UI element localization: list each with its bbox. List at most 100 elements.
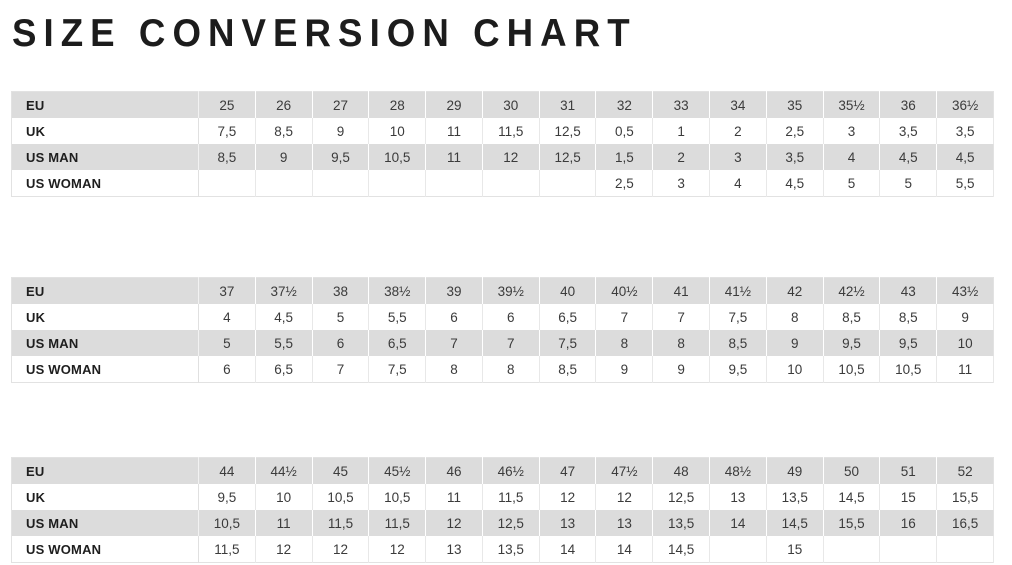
size-cell: 10 xyxy=(766,356,824,383)
size-cell: 4 xyxy=(198,304,256,330)
size-cell: 5,5 xyxy=(936,170,994,197)
size-cell: 30 xyxy=(482,91,540,118)
table-row: UK 7,5 8,5 9 10 11 11,5 12,5 0,5 1 2 2,5 3 3,5 3,5 xyxy=(11,118,994,144)
size-cell xyxy=(936,536,994,563)
size-cell: 11,5 xyxy=(198,536,256,563)
table-1: EU 25 26 27 28 29 30 31 32 33 34 35 35½ 36 36½ UK 7,5 8,5… xyxy=(11,91,994,197)
row-label-us-woman: US WOMAN xyxy=(11,356,199,383)
size-cell: 10 xyxy=(368,118,427,144)
size-cell: 12,5 xyxy=(652,484,711,510)
size-cell: 42 xyxy=(766,277,824,304)
size-cell xyxy=(709,536,767,563)
size-cell: 2,5 xyxy=(595,170,654,197)
size-cell: 42½ xyxy=(823,277,881,304)
size-cell: 10 xyxy=(255,484,313,510)
size-cell: 36 xyxy=(879,91,938,118)
size-cell: 1,5 xyxy=(595,144,654,170)
size-cell: 12 xyxy=(255,536,313,563)
size-cell: 48 xyxy=(652,457,711,484)
size-cell: 45½ xyxy=(368,457,427,484)
size-cell xyxy=(425,170,483,197)
table-row: EU 25 26 27 28 29 30 31 32 33 34 35 35½ 36 36½ xyxy=(11,91,994,118)
size-cell: 3,5 xyxy=(879,118,938,144)
size-cell: 12 xyxy=(425,510,483,536)
size-cell: 32 xyxy=(595,91,654,118)
table-row: US WOMAN 2,5 3 4 4,5 5 5 5,5 xyxy=(11,170,994,197)
size-cell: 45 xyxy=(312,457,370,484)
size-cell: 39 xyxy=(425,277,483,304)
row-label-us-man: US MAN xyxy=(11,330,199,356)
table-row: US MAN 8,5 9 9,5 10,5 11 12 12,5 1,5 2 3 3,5 4 4,5 4,5 xyxy=(11,144,994,170)
size-cell: 11 xyxy=(425,144,483,170)
size-cell: 51 xyxy=(879,457,938,484)
size-cell: 6,5 xyxy=(255,356,313,383)
tables-mount: EU 25 26 27 28 29 30 31 32 33 34 35 35½ 36 36½ UK 7,5 8,5… xyxy=(11,91,994,563)
table-2-grid: EU 37 37½ 38 38½ 39 39½ 40 40½ 41 41½ 42 42½ 43 43½ UK 4… xyxy=(11,277,994,383)
size-cell: 8 xyxy=(482,356,540,383)
size-cell: 9 xyxy=(312,118,370,144)
size-cell: 9 xyxy=(652,356,711,383)
size-cell: 2 xyxy=(709,118,767,144)
row-label-eu: EU xyxy=(11,457,199,484)
size-cell: 15,5 xyxy=(823,510,881,536)
size-cell: 4 xyxy=(709,170,767,197)
size-cell: 6 xyxy=(425,304,483,330)
size-cell: 7 xyxy=(652,304,711,330)
size-cell: 44 xyxy=(198,457,256,484)
size-cell: 5 xyxy=(198,330,256,356)
page-title: SIZE CONVERSION CHART xyxy=(12,12,637,55)
size-cell: 5,5 xyxy=(368,304,427,330)
table-row: US WOMAN 11,5 12 12 12 13 13,5 14 14 14,5 15 xyxy=(11,536,994,563)
size-cell: 16,5 xyxy=(936,510,994,536)
size-cell: 29 xyxy=(425,91,483,118)
table-2: EU 37 37½ 38 38½ 39 39½ 40 40½ 41 41½ 42 42½ 43 43½ UK 4… xyxy=(11,277,994,383)
size-cell: 7,5 xyxy=(368,356,427,383)
size-cell: 3,5 xyxy=(766,144,824,170)
size-cell: 15,5 xyxy=(936,484,994,510)
table-row: UK 4 4,5 5 5,5 6 6 6,5 7 7 7,5 8 8,5 8,5 9 xyxy=(11,304,994,330)
size-cell: 43½ xyxy=(936,277,994,304)
size-cell: 3 xyxy=(709,144,767,170)
size-cell: 33 xyxy=(652,91,711,118)
size-cell: 9,5 xyxy=(879,330,938,356)
row-label-uk: UK xyxy=(11,304,199,330)
size-cell: 14,5 xyxy=(766,510,824,536)
table-3-grid: EU 44 44½ 45 45½ 46 46½ 47 47½ 48 48½ 49 50 51 52 UK 9,5… xyxy=(11,457,994,563)
size-cell: 6 xyxy=(198,356,256,383)
size-cell: 6 xyxy=(482,304,540,330)
size-cell: 4,5 xyxy=(879,144,938,170)
size-cell: 38 xyxy=(312,277,370,304)
size-cell: 14 xyxy=(709,510,767,536)
size-cell: 12 xyxy=(595,484,654,510)
size-cell: 12 xyxy=(539,484,597,510)
table-1-grid: EU 25 26 27 28 29 30 31 32 33 34 35 35½ 36 36½ UK 7,5 8,5… xyxy=(11,91,994,197)
size-cell xyxy=(312,170,370,197)
size-cell: 9 xyxy=(595,356,654,383)
size-cell: 31 xyxy=(539,91,597,118)
size-cell: 4,5 xyxy=(936,144,994,170)
size-cell: 6 xyxy=(312,330,370,356)
size-cell: 7 xyxy=(312,356,370,383)
row-label-uk: UK xyxy=(11,484,199,510)
size-cell: 52 xyxy=(936,457,994,484)
size-cell: 10,5 xyxy=(198,510,256,536)
size-cell: 9,5 xyxy=(198,484,256,510)
size-cell: 36½ xyxy=(936,91,994,118)
size-cell: 25 xyxy=(198,91,256,118)
size-cell xyxy=(879,536,938,563)
size-cell: 10 xyxy=(936,330,994,356)
size-cell: 2,5 xyxy=(766,118,824,144)
table-spacer xyxy=(11,197,994,277)
size-cell: 11 xyxy=(255,510,313,536)
size-cell: 8,5 xyxy=(823,304,881,330)
size-cell: 15 xyxy=(766,536,824,563)
size-cell: 7 xyxy=(425,330,483,356)
size-cell: 35 xyxy=(766,91,824,118)
size-cell: 26 xyxy=(255,91,313,118)
size-cell: 46½ xyxy=(482,457,540,484)
size-cell: 48½ xyxy=(709,457,767,484)
size-cell: 50 xyxy=(823,457,881,484)
size-cell: 13 xyxy=(539,510,597,536)
size-cell: 13 xyxy=(595,510,654,536)
row-label-eu: EU xyxy=(11,91,199,118)
